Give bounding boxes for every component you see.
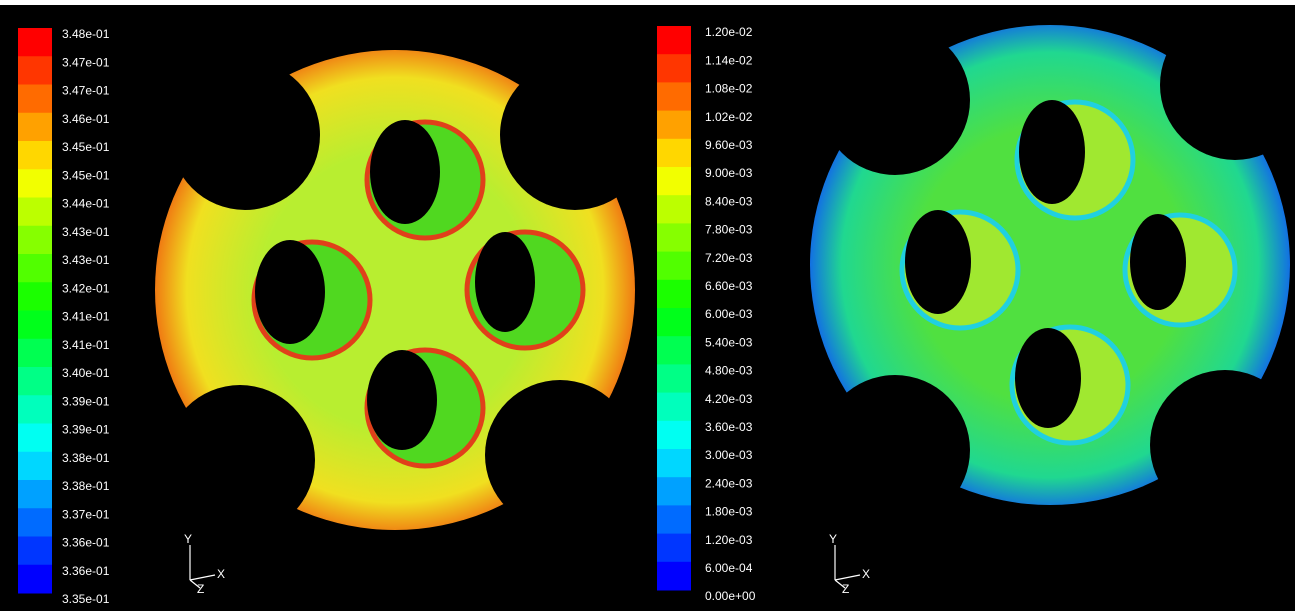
colorbar-label: 3.38e-01: [62, 451, 110, 465]
color-band: [18, 169, 52, 198]
colorbar-label: 3.00e-03: [705, 448, 753, 462]
colorbar-label: 5.40e-03: [705, 335, 753, 349]
axis-label: X: [862, 567, 870, 581]
colorbar-label: 4.20e-03: [705, 392, 753, 406]
color-band: [18, 339, 52, 368]
colorbar-label: 2.40e-03: [705, 476, 753, 490]
colorbar-label: 3.46e-01: [62, 112, 110, 126]
colorbar-label: 3.45e-01: [62, 140, 110, 154]
color-band: [657, 449, 691, 478]
colorbar-label: 6.00e-04: [705, 561, 753, 575]
color-band: [18, 254, 52, 283]
colorbar-label: 3.44e-01: [62, 197, 110, 211]
colorbar-label: 8.40e-03: [705, 194, 753, 208]
color-band: [657, 562, 691, 591]
axis-label: Z: [842, 582, 849, 596]
color-band: [18, 282, 52, 311]
colorbar-label: 3.43e-01: [62, 225, 110, 239]
axis-label: Y: [829, 532, 837, 546]
colorbar-label: 3.39e-01: [62, 423, 110, 437]
color-band: [657, 223, 691, 252]
colorbar: 3.48e-01 3.47e-01 3.47e-01 3.46e-01 3.45e-01…: [18, 27, 110, 606]
color-band: [657, 505, 691, 534]
color-band: [657, 280, 691, 309]
colorbar-label: 9.00e-03: [705, 166, 753, 180]
color-band: [657, 421, 691, 450]
colorbar-label: 6.00e-03: [705, 307, 753, 321]
color-band: [657, 252, 691, 281]
colorbar-label: 3.60e-03: [705, 420, 753, 434]
color-band: [18, 226, 52, 255]
color-band: [657, 534, 691, 563]
colorbar-label: 1.02e-02: [705, 110, 753, 124]
colorbar-label: 4.80e-03: [705, 364, 753, 378]
colorbar-label: 1.20e-02: [705, 25, 753, 39]
colorbar-label: 6.60e-03: [705, 279, 753, 293]
color-band: [18, 367, 52, 396]
color-band: [18, 85, 52, 114]
color-band: [18, 480, 52, 509]
colorbar-label: 1.14e-02: [705, 53, 753, 67]
colorbar-label: 1.80e-03: [705, 505, 753, 519]
colorbar-label: 3.42e-01: [62, 281, 110, 295]
color-band: [18, 424, 52, 453]
color-band: [18, 395, 52, 424]
color-band: [18, 28, 52, 57]
colorbar-label: 3.36e-01: [62, 564, 110, 578]
colorbar-label: 0.00e+00: [705, 589, 756, 603]
contour-shape: [150, 40, 640, 540]
colorbar-label: 3.48e-01: [62, 27, 110, 41]
color-band: [657, 26, 691, 55]
color-band: [18, 508, 52, 537]
color-band: [657, 54, 691, 83]
color-band: [657, 195, 691, 224]
colorbar: 1.20e-02 1.14e-02 1.08e-02 1.02e-02 9.60e-03…: [657, 25, 756, 603]
colorbar-label: 3.41e-01: [62, 310, 110, 324]
color-band: [18, 198, 52, 227]
colorbar-label: 3.39e-01: [62, 394, 110, 408]
colorbar-label: 3.43e-01: [62, 253, 110, 267]
color-band: [18, 565, 52, 594]
contour-shape: [805, 15, 1295, 515]
colorbar-label: 3.40e-01: [62, 366, 110, 380]
color-band: [18, 56, 52, 85]
colorbar-label: 7.80e-03: [705, 223, 753, 237]
color-band: [657, 82, 691, 111]
axis-label: Z: [197, 582, 204, 596]
colorbar-label: 3.47e-01: [62, 84, 110, 98]
axis-label: X: [217, 567, 225, 581]
colorbar-label: 1.20e-03: [705, 533, 753, 547]
color-band: [657, 139, 691, 168]
color-band: [18, 452, 52, 481]
color-band: [657, 308, 691, 337]
colorbar-label: 7.20e-03: [705, 251, 753, 265]
color-band: [18, 311, 52, 340]
color-band: [657, 111, 691, 140]
colorbar-label: 3.35e-01: [62, 592, 110, 606]
color-band: [18, 537, 52, 566]
color-band: [18, 113, 52, 142]
color-band: [657, 477, 691, 506]
screenshot: 3.48e-01 3.47e-01 3.47e-01 3.46e-01 3.45e-01…: [0, 0, 1295, 611]
axis-label: Y: [184, 532, 192, 546]
colorbar-label: 3.47e-01: [62, 55, 110, 69]
colorbar-label: 3.41e-01: [62, 338, 110, 352]
colorbar-label: 3.37e-01: [62, 507, 110, 521]
color-band: [657, 336, 691, 365]
color-band: [18, 141, 52, 170]
colorbar-label: 1.08e-02: [705, 82, 753, 96]
colorbar-label: 3.38e-01: [62, 479, 110, 493]
color-band: [657, 393, 691, 422]
color-band: [657, 167, 691, 196]
colorbar-label: 9.60e-03: [705, 138, 753, 152]
color-band: [657, 364, 691, 393]
colorbar-label: 3.45e-01: [62, 168, 110, 182]
colorbar-label: 3.36e-01: [62, 536, 110, 550]
